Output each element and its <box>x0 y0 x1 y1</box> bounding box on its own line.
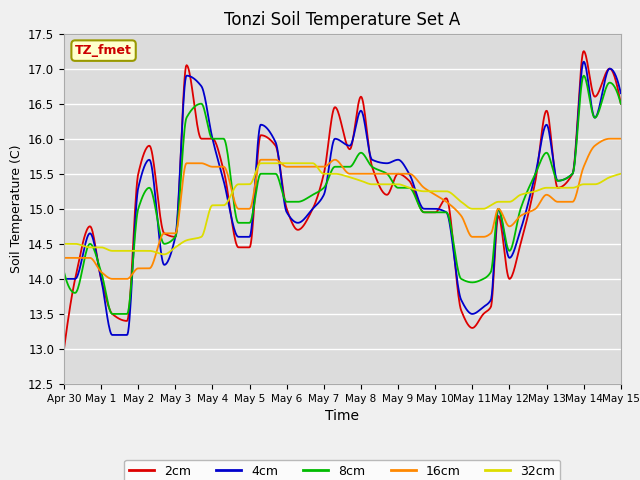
16cm <box>483 233 491 239</box>
16cm <box>607 136 614 142</box>
2cm <box>415 201 422 207</box>
2cm <box>60 346 68 352</box>
32cm <box>385 181 392 187</box>
4cm <box>540 126 548 132</box>
Line: 8cm: 8cm <box>64 76 621 314</box>
8cm <box>540 152 548 157</box>
32cm <box>617 171 625 177</box>
16cm <box>540 193 548 199</box>
X-axis label: Time: Time <box>325 409 360 423</box>
2cm <box>94 261 102 266</box>
8cm <box>399 185 406 191</box>
4cm <box>60 276 68 282</box>
8cm <box>109 311 116 317</box>
32cm <box>484 204 492 210</box>
4cm <box>483 301 491 307</box>
4cm <box>415 199 423 205</box>
2cm <box>483 309 490 314</box>
4cm <box>94 261 102 266</box>
16cm <box>617 136 625 142</box>
Legend: 2cm, 4cm, 8cm, 16cm, 32cm: 2cm, 4cm, 8cm, 16cm, 32cm <box>124 460 561 480</box>
2cm <box>580 48 588 54</box>
Title: Tonzi Soil Temperature Set A: Tonzi Soil Temperature Set A <box>224 11 461 29</box>
32cm <box>161 252 168 257</box>
16cm <box>94 265 102 271</box>
32cm <box>541 185 548 191</box>
8cm <box>60 269 68 275</box>
32cm <box>60 241 68 247</box>
Line: 32cm: 32cm <box>64 163 621 254</box>
Y-axis label: Soil Temperature (C): Soil Temperature (C) <box>10 144 22 273</box>
16cm <box>384 171 392 177</box>
Text: TZ_fmet: TZ_fmet <box>75 44 132 57</box>
2cm <box>540 118 547 124</box>
32cm <box>257 160 265 166</box>
8cm <box>617 101 625 107</box>
8cm <box>384 172 392 178</box>
Line: 2cm: 2cm <box>64 51 621 349</box>
4cm <box>617 90 625 96</box>
16cm <box>109 276 116 282</box>
8cm <box>94 259 102 265</box>
32cm <box>399 183 407 189</box>
Line: 16cm: 16cm <box>64 139 621 279</box>
4cm <box>580 59 588 64</box>
Line: 4cm: 4cm <box>64 61 621 335</box>
16cm <box>415 180 423 186</box>
4cm <box>399 160 406 166</box>
32cm <box>416 188 424 194</box>
16cm <box>60 255 68 261</box>
4cm <box>109 332 116 338</box>
8cm <box>415 204 423 209</box>
32cm <box>94 244 102 250</box>
16cm <box>399 171 406 177</box>
2cm <box>383 192 391 198</box>
2cm <box>398 172 406 178</box>
8cm <box>483 274 491 279</box>
2cm <box>617 101 625 107</box>
8cm <box>580 73 588 79</box>
4cm <box>384 160 392 166</box>
